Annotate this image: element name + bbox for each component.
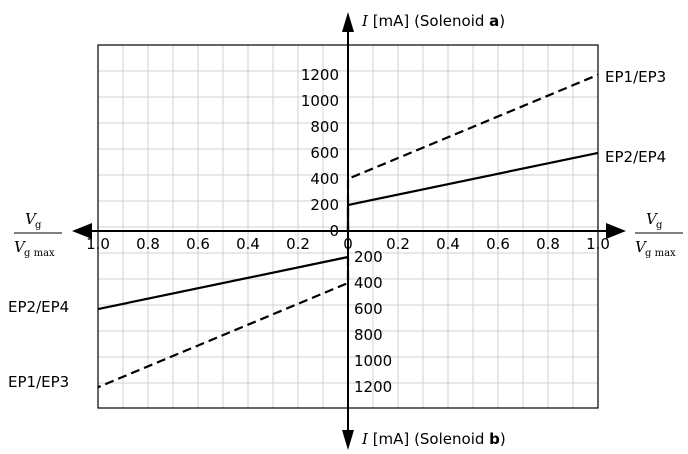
y-axis-var: I [361,12,369,30]
y-tick-label-bottom: 1200 [354,378,392,396]
chart-series [97,73,599,389]
y-axis-arrow-down [342,430,354,450]
x-axis-label-numerator: V [646,210,659,228]
x-axis-label-numerator-sub: g [35,220,42,231]
x-tick-label: 0.6 [486,235,510,253]
y-axis-solenoid: b [489,430,500,448]
series-label: EP2/EP4 [605,148,666,166]
x-tick-label: 0.8 [136,235,160,253]
y-axis-close: ) [500,430,506,448]
y-axis-unit: [mA] [368,12,414,30]
y-tick-label-top: 1200 [301,66,339,84]
y-axis-title-bottom: I [mA] (Solenoid b) [361,430,506,448]
x-axis-label-denominator: V [14,238,27,256]
y-axis-open: (Solenoid [414,12,489,30]
y-tick-label-top: 400 [310,170,339,188]
x-tick-label: 0.4 [236,235,260,253]
x-tick-label: 0.4 [436,235,460,253]
chart-labels: 0 0.2 0.4 0.6 0.8 1.01.0 0.8 0.6 0.4 0.2020040060… [8,12,683,448]
y-tick-label-bottom: 600 [354,300,383,318]
x-tick-label: 0.8 [536,235,560,253]
y-axis-arrow-up [342,12,354,32]
y-axis-unit: [mA] [368,430,414,448]
x-axis-arrow-right [606,223,626,239]
y-axis-title-top: I [mA] (Solenoid a) [361,12,505,30]
x-tick-label: 1.0 [586,235,610,253]
y-tick-label-top: 600 [310,144,339,162]
x-axis-label-denominator-sub: g max [24,248,55,259]
series-label: EP1/EP3 [8,373,69,391]
y-tick-label-bottom: 800 [354,326,383,344]
x-tick-label: 0 [343,235,353,253]
x-tick-label: 1.0 [86,235,110,253]
series-line-ep2-ep4-a [346,151,599,231]
y-axis-solenoid: a [489,12,499,30]
series-label: EP1/EP3 [605,68,666,86]
x-tick-label: 0.2 [286,235,310,253]
x-tick-label: 0.2 [386,235,410,253]
x-tick-label: 0.6 [186,235,210,253]
x-axis-arrow-left [72,223,92,239]
y-tick-label-top: 0 [329,222,339,240]
y-tick-label-bottom: 200 [354,248,383,266]
y-tick-label-top: 800 [310,118,339,136]
series-line-ep1-ep3-b [97,257,350,389]
y-axis-var: I [361,430,369,448]
x-axis-label-numerator: V [25,210,38,228]
series-line-ep2-ep4-b [97,255,349,311]
y-tick-label-top: 1000 [301,92,339,110]
y-axis-open: (Solenoid [414,430,489,448]
y-tick-label-bottom: 400 [354,274,383,292]
x-axis-label-denominator: V [635,238,648,256]
x-axis-label-numerator-sub: g [656,220,663,231]
y-tick-label-top: 200 [310,196,339,214]
y-tick-label-bottom: 1000 [354,352,392,370]
x-axis-label-denominator-sub: g max [645,248,676,259]
y-axis-close: ) [499,12,505,30]
series-label: EP2/EP4 [8,298,69,316]
